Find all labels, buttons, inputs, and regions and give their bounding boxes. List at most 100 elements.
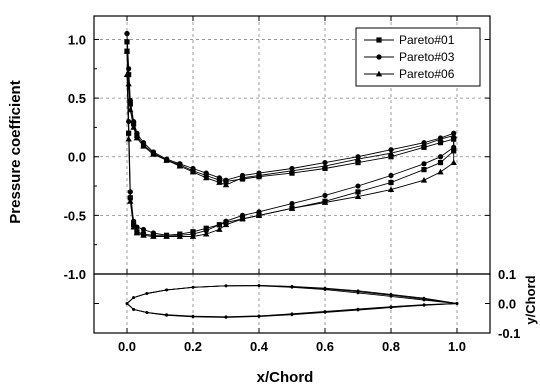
airfoil-data-point xyxy=(165,313,169,317)
cp-data-point xyxy=(131,218,137,224)
cp-data-point xyxy=(123,71,131,78)
x-axis-label: x/Chord xyxy=(257,369,314,386)
airfoil-data-point xyxy=(389,292,393,296)
airfoil-data-point xyxy=(257,314,261,318)
cp-data-point xyxy=(203,228,209,234)
airfoil-data-point xyxy=(145,310,149,314)
cp-data-point xyxy=(222,221,230,228)
airfoil-y-tick-label: 0.1 xyxy=(498,267,516,282)
cp-data-point xyxy=(437,140,444,146)
legend-marker xyxy=(376,54,382,60)
x-tick-label: 0.2 xyxy=(184,339,202,354)
cp-data-point xyxy=(256,209,262,215)
airfoil-data-point xyxy=(389,295,393,298)
cp-data-point xyxy=(190,165,196,172)
cp-data-point xyxy=(322,159,328,166)
x-tick-label: 0.0 xyxy=(118,339,136,354)
cp-data-point xyxy=(163,157,170,163)
cp-data-point xyxy=(355,183,361,189)
cp-y-tick-label: 0.5 xyxy=(68,91,86,106)
airfoil-data-point xyxy=(422,296,426,300)
cp-data-point xyxy=(354,193,362,199)
cp-data-point xyxy=(150,151,157,157)
airfoil-data-point xyxy=(165,288,169,292)
cp-data-point xyxy=(289,201,295,207)
cp-data-point xyxy=(150,233,157,239)
cp-data-point xyxy=(450,132,457,139)
airfoil-data-point xyxy=(224,315,228,319)
cp-data-point xyxy=(355,159,361,166)
legend-label: Pareto#01 xyxy=(399,33,455,47)
airfoil-data-point xyxy=(389,305,393,309)
cp-data-point xyxy=(322,192,328,199)
cp-data-point xyxy=(140,232,147,238)
cp-y-axis-label: Pressure coefficient xyxy=(7,80,24,223)
cp-data-point xyxy=(388,154,394,160)
cp-series-3 xyxy=(123,47,457,239)
airfoil-series-line xyxy=(126,285,458,318)
cp-data-point xyxy=(223,177,229,183)
cp-data-point xyxy=(176,233,183,239)
airfoil-data-point xyxy=(290,284,294,288)
cp-data-point xyxy=(255,212,263,218)
cp-data-point xyxy=(203,230,210,237)
x-tick-label: 1.0 xyxy=(448,339,466,354)
cp-data-point xyxy=(176,162,183,169)
cp-data-point xyxy=(133,229,141,236)
cp-y-tick-label: -0.5 xyxy=(64,208,86,223)
cp-data-point xyxy=(387,186,395,192)
cp-data-point xyxy=(388,172,394,179)
airfoil-panel: 0.0 0.2 0.4 0.6 0.8 1.0 0.1 0.0 -0.1 xyxy=(93,267,520,354)
airfoil-plot-frame xyxy=(93,273,491,334)
cp-data-point xyxy=(421,167,427,173)
cp-data-point xyxy=(125,135,132,142)
legend: Pareto#01 Pareto#03 Pareto#06 xyxy=(355,27,481,87)
cp-data-point xyxy=(216,222,222,228)
legend-marker xyxy=(375,70,383,77)
cp-data-point xyxy=(387,150,395,156)
airfoil-data-point xyxy=(323,310,327,313)
cp-data-point xyxy=(388,179,394,186)
x-tick-label: 0.4 xyxy=(250,339,269,354)
cp-data-point xyxy=(163,233,170,239)
airfoil-data-point xyxy=(125,302,129,305)
cp-data-point xyxy=(255,172,263,178)
cp-data-point xyxy=(239,174,246,181)
airfoil-data-point xyxy=(422,303,426,307)
cp-data-point xyxy=(421,161,427,167)
cp-data-point xyxy=(150,230,156,236)
airfoil-data-point xyxy=(132,296,136,299)
cp-data-point xyxy=(437,154,444,160)
cp-data-point xyxy=(203,174,210,181)
cp-data-point xyxy=(127,106,134,113)
cp-data-point xyxy=(216,226,223,232)
cp-data-point xyxy=(130,124,137,130)
cp-data-point xyxy=(125,80,132,87)
cp-data-point xyxy=(216,175,222,181)
airfoil-y-axis-label: y/Chord xyxy=(523,275,538,324)
airfoil-data-point xyxy=(356,307,360,311)
airfoil-data-point xyxy=(356,289,360,293)
cp-data-point xyxy=(420,176,428,183)
cp-data-point xyxy=(123,47,131,54)
airfoil-y-tick-label: -0.1 xyxy=(498,326,520,341)
cp-data-point xyxy=(223,218,229,224)
x-tick-label: 0.8 xyxy=(382,339,400,354)
cp-data-point xyxy=(222,181,230,188)
cp-y-tick-label: 0.0 xyxy=(68,150,86,165)
airfoil-y-tick-label: 0.0 xyxy=(498,297,516,312)
cp-data-point xyxy=(354,155,362,162)
legend-label: Pareto#06 xyxy=(399,67,455,81)
cp-data-point xyxy=(140,142,147,149)
cp-data-point xyxy=(216,179,223,185)
cp-panel: -1.0-0.50.00.51.0 Pareto#01Pareto#03Pare… xyxy=(64,15,491,282)
airfoil-data-point xyxy=(224,284,228,288)
cp-data-point xyxy=(321,199,329,205)
cp-data-point xyxy=(437,159,444,166)
airfoil-data-point xyxy=(356,291,360,295)
cp-data-point xyxy=(133,134,141,141)
cp-data-point xyxy=(127,198,134,204)
cp-data-point xyxy=(124,30,130,37)
cp-data-point xyxy=(288,205,296,211)
